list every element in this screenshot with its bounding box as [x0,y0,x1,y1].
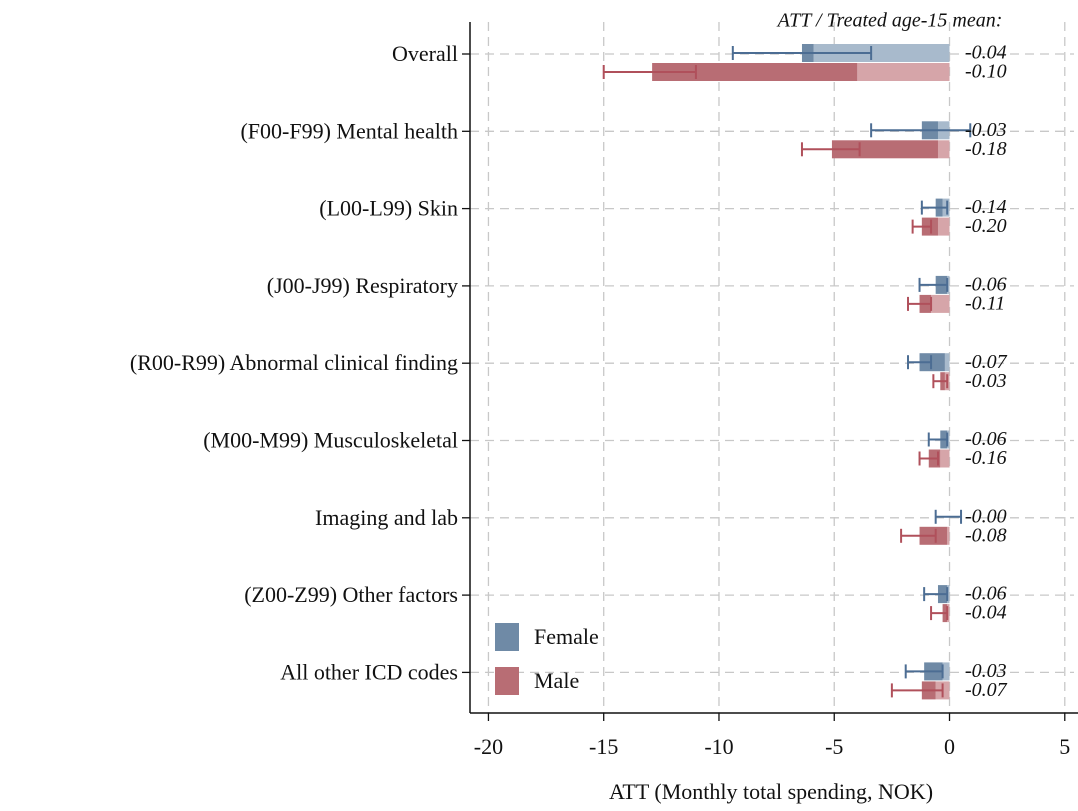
ratio-label: -0.06 [965,583,1007,605]
y-tick-label: (M00-M99) Musculoskeletal [203,428,458,453]
base-bar [947,604,950,623]
x-tick-label: 5 [1059,734,1070,759]
ratio-label: -0.07 [965,679,1008,701]
base-bar [942,662,950,681]
ratio-label: -0.11 [965,292,1005,314]
y-tick-label: Imaging and lab [315,505,458,530]
ratio-label: -0.14 [965,196,1007,218]
ratio-label: -0.03 [965,370,1007,392]
base-bar [813,44,950,62]
annotation: ATT / Treated age-15 mean: [776,10,1003,32]
ratio-label: -0.04 [965,602,1007,624]
base-bar [857,63,950,81]
ratio-label: -0.20 [965,215,1007,237]
y-tick-label: (J00-J99) Respiratory [267,273,458,298]
bar [919,353,945,372]
ratio-label: -0.10 [965,61,1007,83]
x-tick-label: -15 [589,734,618,759]
base-bar [947,430,950,449]
legend-swatch [495,667,519,695]
x-tick-label: 0 [944,734,955,759]
bar [831,140,938,159]
ratio-label: -0.08 [965,524,1007,546]
legend-swatch [495,623,519,651]
y-tick-label: (L00-L99) Skin [319,196,458,221]
base-bar [931,294,950,313]
base-bar [937,140,950,159]
x-axis-label: ATT (Monthly total spending, NOK) [609,779,933,804]
ratio-label: -0.03 [965,119,1007,141]
x-tick-label: -5 [825,734,843,759]
x-tick-label: -20 [474,734,503,759]
ratio-label: -0.06 [965,273,1007,295]
bar [652,63,858,81]
y-tick-label: All other ICD codes [280,659,458,684]
ratio-label: -0.16 [965,447,1007,469]
y-tick-label: Overall [392,41,458,66]
x-tick-label: -10 [704,734,733,759]
ratio-label: -0.07 [965,351,1008,373]
ratio-label: -0.00 [965,505,1007,527]
base-bar [947,275,950,294]
base-bar [947,585,950,604]
ratio-label: -0.18 [965,138,1007,160]
ratio-label: -0.04 [965,42,1007,64]
ratio-label: -0.06 [965,428,1007,450]
base-bar [937,217,950,236]
base-bar [944,353,950,372]
ratio-label: -0.03 [965,660,1007,682]
legend-label: Male [534,668,579,693]
base-bar [947,526,950,545]
y-tick-label: (Z00-Z99) Other factors [244,582,458,607]
y-tick-label: (F00-F99) Mental health [240,118,458,143]
legend-label: Female [534,624,599,649]
base-bar [940,449,950,468]
y-tick-label: (R00-R99) Abnormal clinical finding [130,350,458,375]
